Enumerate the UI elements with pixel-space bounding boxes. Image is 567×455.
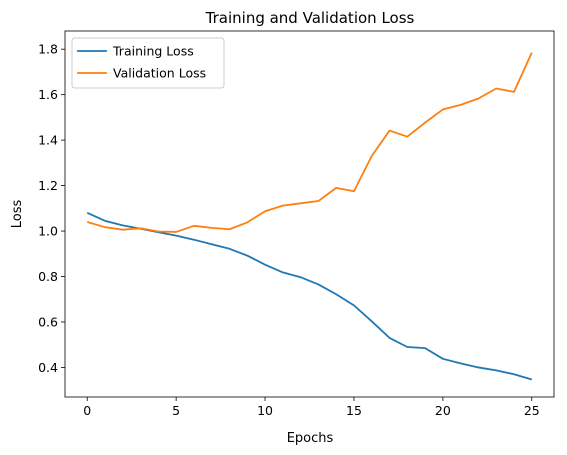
legend-label-validation: Validation Loss <box>113 66 206 81</box>
x-tick-label: 20 <box>435 403 451 418</box>
legend-box <box>71 37 225 89</box>
x-tick-label: 0 <box>83 403 91 418</box>
series-line-0 <box>86 212 533 381</box>
y-axis-label: Loss <box>10 200 25 229</box>
ticks-layer: 0 5 10 15 20 25 0.4 0.6 0.8 1.0 1.2 1.4 1.6 1.8 <box>38 42 540 418</box>
y-tick-label: 1.8 <box>38 42 58 57</box>
legend: Training Loss Validation Loss <box>71 37 225 89</box>
y-tick-label: 0.8 <box>38 269 58 284</box>
y-tick-label: 1.2 <box>38 178 58 193</box>
series-line-1 <box>86 52 533 233</box>
plot-frame <box>64 30 555 398</box>
y-tick-label: 1.4 <box>38 133 58 148</box>
x-tick-label: 25 <box>524 403 540 418</box>
chart-title: Training and Validation Loss <box>205 9 415 27</box>
y-tick-label: 0.6 <box>38 314 58 329</box>
y-tick-label: 0.4 <box>38 360 58 375</box>
x-tick-label: 5 <box>172 403 180 418</box>
legend-label-training: Training Loss <box>112 44 194 59</box>
y-tick-label: 1.6 <box>38 87 58 102</box>
x-tick-label: 10 <box>257 403 273 418</box>
series-layer <box>86 52 533 381</box>
x-axis-label: Epochs <box>287 431 334 446</box>
x-tick-label: 15 <box>346 403 362 418</box>
y-tick-label: 1.0 <box>38 224 58 239</box>
